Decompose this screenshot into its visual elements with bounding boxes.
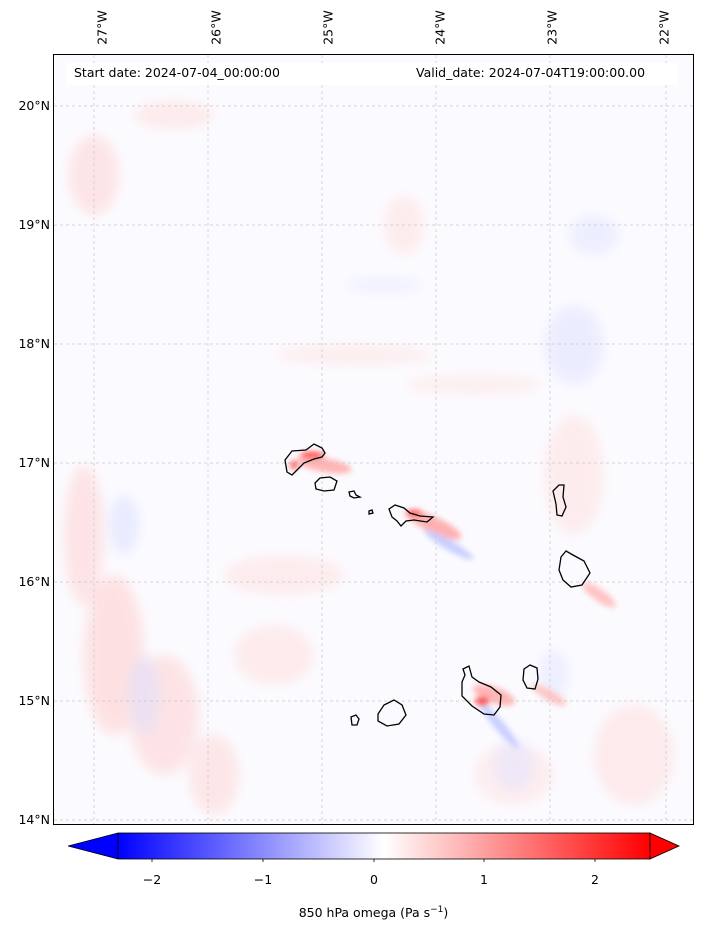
omega-field [54,55,693,824]
lon-label: 25°W [320,10,336,45]
lat-label: 20°N [18,98,50,113]
lon-label: 23°W [544,10,560,45]
lat-label: 14°N [18,812,50,827]
colorbar-label: 850 hPa omega (Pa s−1) [298,905,449,921]
map-area [53,54,694,825]
colorbar-tick: −2 [142,872,162,887]
lat-label: 15°N [18,693,50,708]
lat-label: 17°N [18,455,50,470]
lat-label: 19°N [18,217,50,232]
colorbar [68,832,680,862]
lon-label: 27°W [94,10,110,45]
lon-label: 26°W [208,10,224,45]
colorbar-tick: 0 [370,872,378,887]
lat-label: 18°N [18,336,50,351]
lat-label: 16°N [18,574,50,589]
colorbar-tick: −1 [253,872,273,887]
colorbar-tick: 1 [480,872,488,887]
colorbar-tick: 2 [591,872,599,887]
lon-label: 24°W [432,10,448,45]
valid-date-label: Valid_date: 2024-07-04T19:00:00.00 [416,65,646,80]
graticule [54,55,693,824]
header-box [66,63,678,85]
coastline [284,443,591,727]
start-date-label: Start date: 2024-07-04_00:00:00 [74,65,280,80]
lon-label: 22°W [656,10,672,45]
